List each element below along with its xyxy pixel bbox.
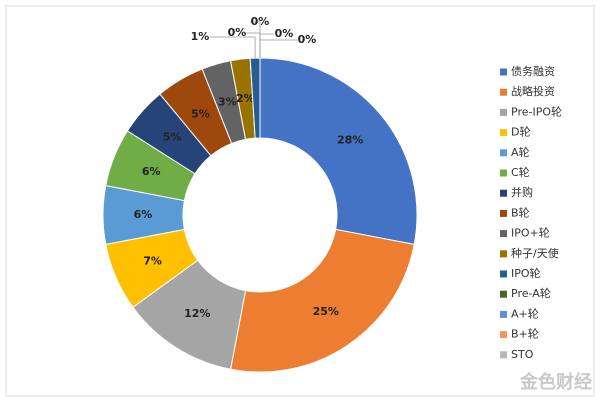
legend-label: Pre-IPO轮: [511, 104, 562, 118]
donut-slice: [259, 57, 418, 246]
legend-label: IPO+轮: [511, 226, 550, 240]
legend-swatch: [500, 351, 507, 359]
data-label: 3%: [218, 96, 237, 109]
legend-swatch: [500, 169, 507, 177]
legend-label: A轮: [511, 145, 530, 159]
legend-swatch: [500, 129, 507, 137]
data-label: 0%: [251, 15, 270, 28]
legend-swatch: [500, 189, 507, 197]
data-label: 0%: [298, 33, 317, 46]
legend-label: 战略投资: [511, 84, 555, 98]
legend-swatch: [500, 108, 507, 116]
legend-swatch: [500, 88, 507, 96]
data-label: 28%: [337, 133, 363, 146]
legend-label: 并购: [511, 185, 533, 199]
data-label: 0%: [228, 26, 247, 39]
data-label: 0%: [275, 27, 294, 40]
legend-swatch: [500, 310, 507, 318]
data-label: 6%: [134, 208, 153, 221]
data-label: 5%: [191, 107, 210, 120]
data-label: 7%: [143, 254, 162, 267]
leader-line: [210, 36, 256, 59]
legend-swatch: [500, 209, 507, 217]
data-label: 1%: [191, 30, 210, 43]
donut-slice: [229, 228, 415, 373]
legend-label: B轮: [511, 205, 530, 219]
legend-swatch: [500, 68, 507, 76]
legend-label: 种子/天使: [511, 246, 559, 260]
legend-label: A+轮: [511, 306, 539, 320]
legend-swatch: [500, 331, 507, 339]
leader-line: [259, 39, 297, 58]
legend-label: D轮: [511, 125, 530, 139]
legend-label: STO: [511, 348, 534, 361]
legend-swatch: [500, 270, 507, 278]
legend-swatch: [500, 230, 507, 238]
data-label: 25%: [313, 305, 339, 318]
legend-label: C轮: [511, 165, 530, 179]
legend-swatch: [500, 149, 507, 157]
legend-label: IPO轮: [511, 266, 541, 280]
data-label: 12%: [184, 307, 210, 320]
watermark: 金色财经: [519, 371, 592, 393]
data-label: 5%: [163, 131, 182, 144]
legend-label: B+轮: [511, 327, 539, 341]
legend-label: 债务融资: [511, 64, 555, 78]
legend-swatch: [500, 290, 507, 298]
data-label: 6%: [142, 165, 161, 178]
legend-label: Pre-A轮: [511, 286, 551, 300]
legend-swatch: [500, 250, 507, 258]
data-label: 2%: [236, 92, 255, 105]
